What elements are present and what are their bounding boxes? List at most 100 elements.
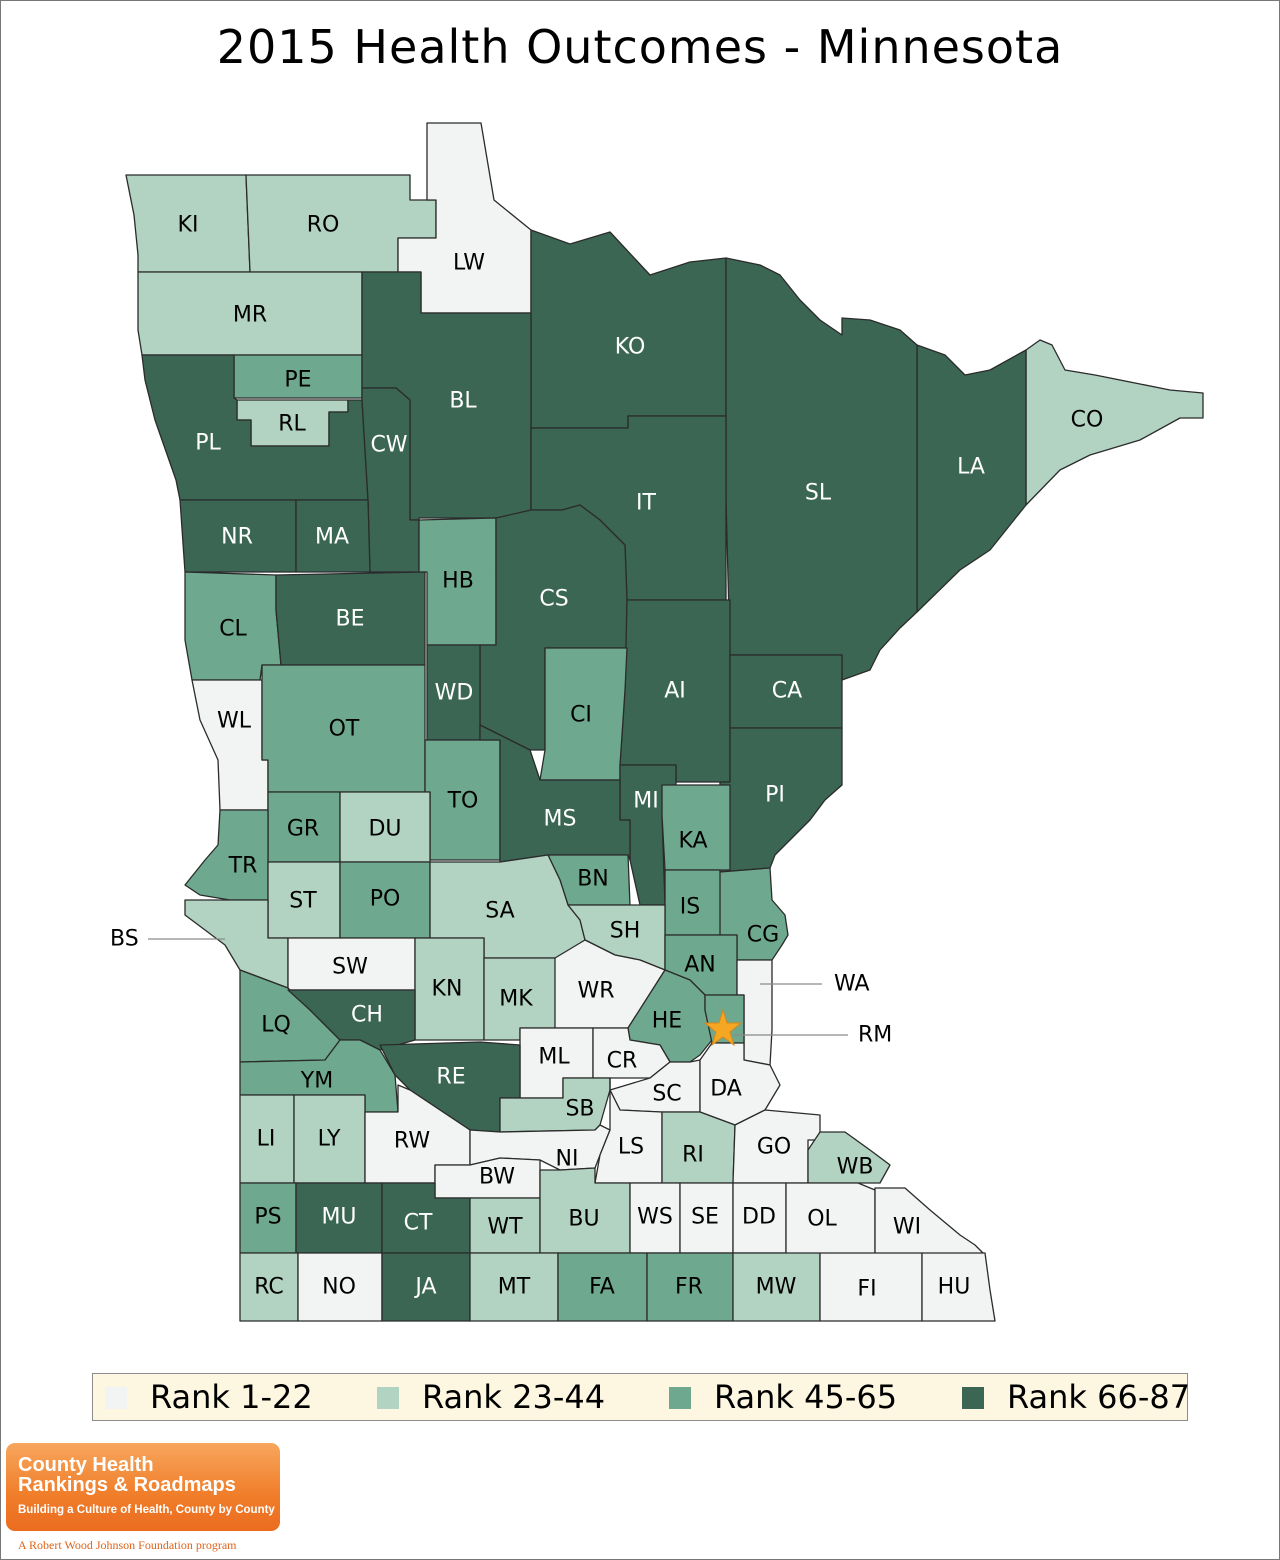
county-label-is: IS <box>680 895 700 920</box>
county-label-ri: RI <box>682 1143 704 1168</box>
logo-title-line-1: County Health <box>18 1454 154 1476</box>
county-label-ws: WS <box>637 1205 673 1230</box>
legend-label: Rank 23-44 <box>422 1378 606 1416</box>
county-label-nr: NR <box>221 525 253 550</box>
county-ka <box>661 784 731 871</box>
county-label-mu: MU <box>321 1205 356 1230</box>
county-label-cw: CW <box>370 433 407 458</box>
county-wi <box>874 1187 986 1256</box>
county-label-mi: MI <box>633 789 658 814</box>
county-label-mw: MW <box>756 1275 797 1300</box>
county-label-pl: PL <box>195 431 221 456</box>
county-label-ch: CH <box>351 1003 383 1028</box>
county-label-ps: PS <box>254 1205 281 1230</box>
legend-swatch <box>962 1387 984 1409</box>
county-label-bw: BW <box>479 1165 515 1190</box>
county-label-to: TO <box>447 789 479 814</box>
county-label-wb: WB <box>837 1155 874 1180</box>
county-label-li: LI <box>257 1127 276 1152</box>
county-label-ma: MA <box>315 525 349 550</box>
county-label-it: IT <box>636 491 656 516</box>
logo-tagline: Building a Culture of Health, County by … <box>18 1504 275 1516</box>
county-label-sw: SW <box>332 955 368 980</box>
legend-label: Rank 45-65 <box>714 1378 898 1416</box>
county-label-pe: PE <box>284 368 311 393</box>
county-label-cg: CG <box>747 923 779 948</box>
county-label-ro: RO <box>307 213 340 238</box>
county-label-ms: MS <box>544 807 577 832</box>
county-label-an: AN <box>684 953 716 978</box>
county-tr <box>184 809 269 901</box>
county-label-sc: SC <box>652 1082 681 1107</box>
county-label-fi: FI <box>857 1277 876 1302</box>
county-hu <box>921 1252 996 1322</box>
county-label-ml: ML <box>538 1045 570 1070</box>
county-label-cr: CR <box>607 1049 638 1074</box>
county-label-fa: FA <box>589 1275 615 1300</box>
county-label-ls: LS <box>618 1135 644 1160</box>
county-label-cs: CS <box>539 587 568 612</box>
county-label-ca: CA <box>772 679 802 704</box>
county-label-mt: MT <box>498 1275 531 1300</box>
county-label-wd: WD <box>435 681 474 706</box>
county-label-hb: HB <box>442 569 474 594</box>
county-label-pi: PI <box>765 783 785 808</box>
county-la <box>916 344 1027 613</box>
county-label-gr: GR <box>287 817 319 842</box>
county-label-sa: SA <box>485 899 514 924</box>
county-label-ka: KA <box>678 829 707 854</box>
county-label-da: DA <box>710 1077 742 1102</box>
county-ma <box>295 499 371 573</box>
callout-label-rm: RM <box>858 1023 892 1048</box>
county-label-po: PO <box>370 887 401 912</box>
county-label-ko: KO <box>615 335 646 360</box>
county-wb <box>807 1131 891 1184</box>
county-co <box>1025 339 1204 506</box>
county-label-wi: WI <box>893 1215 921 1240</box>
county-label-be: BE <box>336 607 365 632</box>
county-label-ly: LY <box>318 1127 341 1152</box>
county-label-lq: LQ <box>261 1013 291 1038</box>
county-label-hu: HU <box>938 1275 971 1300</box>
county-label-ot: OT <box>329 717 360 742</box>
county-pl <box>141 354 369 501</box>
map-title: 2015 Health Outcomes - Minnesota <box>216 20 1064 74</box>
legend: Rank 1-22 Rank 23-44 Rank 45-65 Rank 66-… <box>92 1373 1190 1421</box>
logo-footer: A Robert Wood Johnson Foundation program <box>18 1538 237 1552</box>
legend-swatch <box>669 1387 691 1409</box>
county-label-ol: OL <box>807 1207 837 1232</box>
county-ko <box>530 229 727 429</box>
county-label-ni: NI <box>556 1147 579 1172</box>
county-label-bu: BU <box>568 1207 599 1232</box>
county-label-mr: MR <box>233 303 267 328</box>
state-capital-star-icon <box>703 1008 743 1047</box>
county-label-st: ST <box>289 889 317 914</box>
county-label-se: SE <box>691 1205 719 1230</box>
county-label-cl: CL <box>219 617 247 642</box>
county-label-dd: DD <box>742 1205 776 1230</box>
legend-swatch <box>105 1387 127 1409</box>
county-label-ym: YM <box>300 1069 333 1094</box>
logo-title-line-2: Rankings & Roadmaps <box>18 1474 236 1496</box>
county-label-rl: RL <box>278 412 306 437</box>
county-label-sh: SH <box>610 919 641 944</box>
callout-label-wa: WA <box>834 972 870 997</box>
county-label-ai: AI <box>664 679 686 704</box>
legend-swatch <box>377 1387 399 1409</box>
county-cw <box>361 387 420 573</box>
county-label-kn: KN <box>432 977 463 1002</box>
county-label-wt: WT <box>487 1215 523 1240</box>
county-label-re: RE <box>436 1065 465 1090</box>
county-label-go: GO <box>757 1135 791 1160</box>
county-label-wr: WR <box>577 979 614 1004</box>
county-label-mk: MK <box>499 987 533 1012</box>
legend-label: Rank 1-22 <box>150 1378 313 1416</box>
county-label-bl: BL <box>449 389 477 414</box>
county-label-lw: LW <box>453 251 485 276</box>
county-label-ci: CI <box>570 703 592 728</box>
county-label-rw: RW <box>394 1129 430 1154</box>
county-label-tr: TR <box>228 854 258 879</box>
county-label-ja: JA <box>413 1275 436 1300</box>
county-label-rc: RC <box>254 1275 284 1300</box>
county-label-du: DU <box>368 817 401 842</box>
